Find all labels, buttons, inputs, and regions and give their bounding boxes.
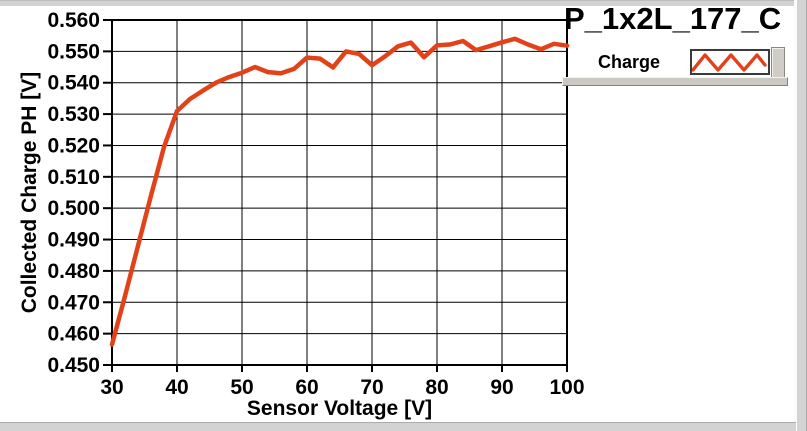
x-tick-label: 50 — [230, 376, 253, 399]
x-tick-label: 60 — [295, 376, 318, 399]
x-tick-label: 80 — [425, 376, 448, 399]
charge-curve — [109, 36, 570, 347]
y-tick-label: 0.540 — [47, 72, 100, 95]
legend-base-bar — [562, 77, 788, 86]
y-tick-label: 0.560 — [47, 9, 100, 32]
panel-edge-right — [794, 0, 807, 431]
y-axis-title: Collected Charge PH [V] — [18, 72, 41, 314]
y-tick-label: 0.450 — [47, 354, 100, 377]
y-tick-label: 0.550 — [47, 40, 100, 63]
y-tick-label: 0.500 — [47, 197, 100, 220]
y-tick-label: 0.510 — [47, 166, 100, 189]
legend-line-swatch[interactable] — [690, 49, 770, 75]
y-tick-label: 0.530 — [47, 103, 100, 126]
x-tick-label: 70 — [360, 376, 383, 399]
legend-zigzag-icon — [691, 53, 767, 72]
panel-edge-top — [0, 0, 796, 6]
legend-series-label: Charge — [598, 52, 661, 72]
legend-scroll-tab[interactable] — [771, 47, 785, 78]
y-tick-label: 0.520 — [47, 134, 100, 157]
x-tick-label: 30 — [100, 376, 123, 399]
graph-title: P_1x2L_177_C — [564, 1, 782, 36]
x-tick-label: 100 — [549, 376, 584, 399]
y-tick-label: 0.490 — [47, 229, 100, 252]
plot-legend[interactable]: Charge — [562, 44, 788, 88]
waveform-graph: 30 40 50 60 70 80 90 100 0.450 0.460 0.470 0.480 0.4… — [18, 9, 585, 420]
panel-edge-bottom — [0, 422, 796, 431]
plot-border — [111, 19, 568, 366]
x-tick-label: 40 — [165, 376, 188, 399]
y-tick-label: 0.480 — [47, 260, 100, 283]
plot-area — [112, 20, 567, 365]
x-tick-label: 90 — [490, 376, 513, 399]
x-axis-title: Sensor Voltage [V] — [247, 397, 432, 420]
y-tick-label: 0.470 — [47, 291, 100, 314]
y-tick-label: 0.460 — [47, 323, 100, 346]
